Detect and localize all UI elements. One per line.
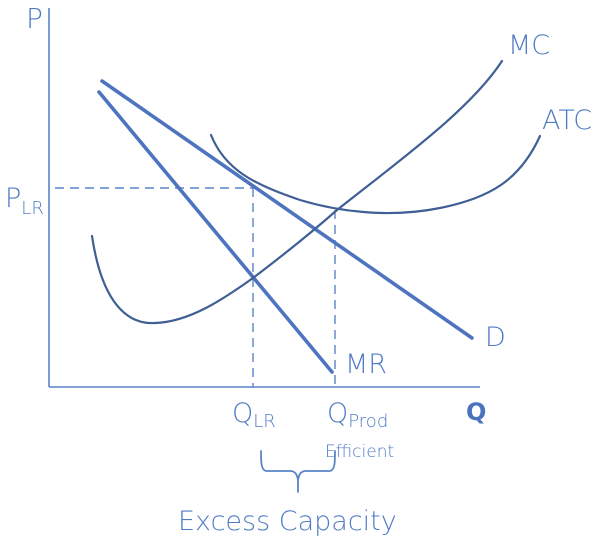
atc-label: ATC — [542, 105, 592, 136]
excess-capacity-label: Excess Capacity — [178, 506, 397, 537]
price-lr-label: PLR — [5, 183, 44, 219]
price-lr-main: P — [5, 183, 21, 214]
excess-capacity-brace — [260, 450, 336, 493]
q-prod-main: Q — [327, 398, 348, 429]
q-prod-sub: Prod — [348, 411, 388, 432]
y-axis-label: P — [26, 2, 43, 35]
mr-label: MR — [345, 349, 387, 380]
demand-curve — [100, 79, 474, 340]
price-lr-sub: LR — [21, 198, 44, 219]
mc-label: MC — [508, 30, 550, 61]
q-lr-sub: LR — [253, 411, 276, 432]
q-lr-main: Q — [232, 398, 253, 429]
d-label: D — [485, 322, 506, 353]
q-lr-label: QLR — [232, 398, 276, 432]
average-total-cost-curve — [209, 133, 542, 215]
q-prod-efficient-label: Efficient — [325, 442, 394, 462]
marginal-cost-curve — [90, 59, 504, 325]
x-axis-label: Q — [466, 398, 486, 426]
q-prod-label: QProd — [327, 398, 388, 432]
marginal-revenue-curve — [97, 90, 334, 374]
